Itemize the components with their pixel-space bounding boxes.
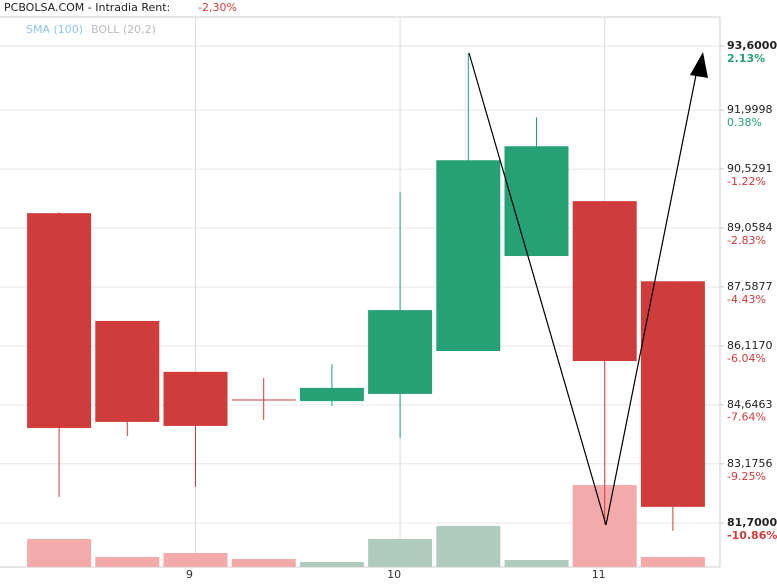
- candle-body: [95, 320, 160, 422]
- y2-tick-label: -1.22%: [727, 175, 766, 188]
- candle-body: [231, 399, 296, 401]
- y2-tick-label: -10.86%: [727, 529, 777, 542]
- y-tick-label: 93,6000: [727, 39, 777, 52]
- candle-body: [640, 281, 705, 507]
- y2-tick-label: -2.83%: [727, 234, 766, 247]
- indicator-label: SMA (100): [26, 23, 83, 36]
- x-tick-label: 11: [592, 568, 606, 581]
- volume-bar: [95, 557, 160, 567]
- volume-bar: [640, 557, 705, 567]
- volume-bar: [231, 559, 296, 567]
- chart-title: PCBOLSA.COM - Intradia Rent:: [4, 1, 170, 14]
- y-tick-label: 89,0584: [727, 221, 773, 234]
- candle-body: [504, 146, 569, 257]
- candle-body: [163, 371, 228, 426]
- x-tick-label: 10: [387, 568, 401, 581]
- trend-annotation: [468, 52, 708, 526]
- candle-body: [572, 201, 637, 362]
- volume-bar: [27, 539, 92, 567]
- y2-tick-label: 0.38%: [727, 116, 762, 129]
- candle-body: [27, 213, 92, 428]
- candle-body: [436, 160, 501, 352]
- trend-line: [468, 52, 698, 526]
- y2-tick-label: 2.13%: [727, 52, 765, 65]
- arrow-head: [690, 52, 708, 78]
- y-tick-label: 83,1756: [727, 457, 773, 470]
- y-tick-label: 90,5291: [727, 162, 773, 175]
- candle-body: [299, 387, 364, 402]
- y-tick-label: 81,7000: [727, 516, 777, 529]
- y-tick-label: 87,5877: [727, 280, 773, 293]
- y2-tick-label: -9.25%: [727, 470, 766, 483]
- candle-body: [368, 310, 433, 394]
- y-tick-label: 84,6463: [727, 398, 773, 411]
- y-tick-label: 86,1170: [727, 339, 773, 352]
- indicator-label: BOLL (20,2): [91, 23, 156, 36]
- volume-bar: [163, 553, 228, 567]
- volume-bar: [299, 562, 364, 567]
- y2-tick-label: -7.64%: [727, 411, 766, 424]
- volume-bar: [436, 526, 501, 567]
- return-value: -2,30%: [198, 1, 237, 14]
- y-tick-label: 91,9998: [727, 103, 773, 116]
- volume-bar: [504, 560, 569, 567]
- y2-tick-label: -4.43%: [727, 293, 766, 306]
- y2-tick-label: -6.04%: [727, 352, 766, 365]
- volume-bar: [368, 539, 433, 567]
- x-tick-label: 9: [186, 568, 193, 581]
